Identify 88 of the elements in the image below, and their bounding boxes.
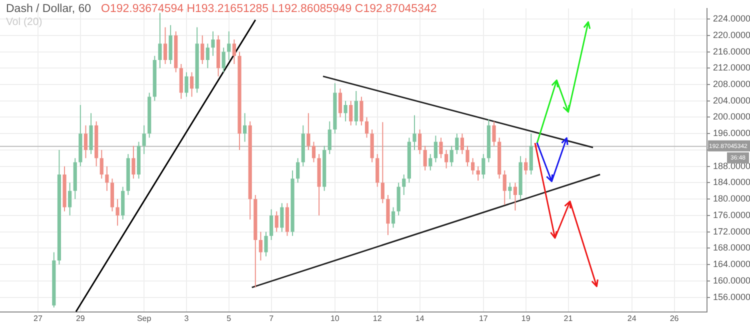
candlestick (328, 120, 332, 155)
candlestick (270, 208, 274, 240)
y-tick-label: 156.0000 (713, 292, 750, 302)
candlestick (466, 145, 470, 167)
candlestick (312, 141, 316, 163)
candlestick (423, 145, 427, 171)
y-tick-label: 180.0000 (713, 194, 750, 204)
chart-subtitle: O192.93674594 H193.21651285 L192.86085949 C192.87045342 (101, 3, 437, 15)
candlestick (222, 47, 226, 73)
candlestick (200, 34, 204, 65)
x-tick-label: 19 (521, 314, 531, 324)
x-tick-label: 3 (184, 314, 190, 324)
candlestick (402, 174, 406, 196)
candlestick (360, 96, 364, 126)
candlestick (354, 90, 358, 126)
candlestick (380, 122, 384, 204)
candlestick (391, 206, 396, 228)
candlestick (434, 135, 438, 163)
candlestick (306, 112, 310, 150)
y-tick-label: 200.0000 (713, 112, 750, 122)
candlestick (492, 120, 496, 146)
chart-title: Dash / Dollar, 60 (6, 3, 92, 15)
x-tick-label: 17 (478, 314, 488, 324)
y-tick-label: 188.0000 (713, 160, 750, 171)
candlestick (232, 38, 236, 65)
candlestick (163, 26, 168, 65)
candlestick (264, 231, 268, 257)
candlestick (418, 129, 422, 155)
x-tick-label: 29 (76, 314, 86, 324)
candlestick (439, 137, 443, 159)
candlestick (338, 88, 342, 118)
x-tick-label: 26 (670, 314, 680, 324)
candlestick (460, 133, 464, 155)
x-tick-label: 27 (34, 314, 43, 324)
x-tick-label: 5 (226, 314, 232, 324)
candlestick (524, 158, 528, 176)
candlestick (100, 149, 104, 180)
y-tick-label: 212.0000 (713, 62, 750, 73)
y-tick-label: 164.0000 (713, 259, 750, 270)
y-tick-label: 176.0000 (713, 210, 750, 220)
candlestick (142, 124, 146, 155)
candlestick (508, 182, 512, 200)
candlestick (471, 158, 475, 176)
x-tick-label: 7 (269, 314, 274, 324)
candlestick (116, 198, 120, 226)
y-tick-label: 184.0000 (713, 177, 750, 188)
x-tick-label: 12 (372, 314, 382, 324)
x-tick-label: 24 (627, 314, 637, 324)
x-tick-label: 21 (564, 314, 574, 324)
candlestick (482, 154, 486, 180)
candlestick (68, 182, 72, 216)
candlestick (513, 182, 518, 212)
candlestick (227, 30, 231, 60)
candlestick (84, 124, 88, 159)
candlestick (349, 100, 353, 126)
candlestick (502, 170, 506, 206)
candlestick (184, 72, 188, 98)
y-tick-label: 172.0000 (713, 226, 750, 236)
candlestick (274, 210, 278, 232)
y-tick-label: 224.0000 (713, 14, 750, 24)
candlestick (364, 116, 369, 138)
x-tick-label: Sep (136, 314, 152, 324)
candlestick (132, 145, 136, 180)
x-tick-label: 10 (330, 314, 340, 324)
y-tick-label: 216.0000 (713, 46, 750, 56)
candlestick (243, 112, 247, 142)
y-tick-label: 208.0000 (713, 78, 750, 89)
candlestick (258, 231, 263, 261)
y-tick-label: 160.0000 (713, 275, 750, 286)
candlestick (455, 133, 459, 155)
y-tick-label: 220.0000 (713, 30, 750, 40)
y-tick-label: 204.0000 (713, 95, 750, 106)
candlestick (428, 154, 432, 171)
candlestick (211, 30, 215, 56)
x-tick-label: 14 (415, 314, 425, 324)
candlestick (296, 158, 300, 184)
candlestick (190, 72, 194, 98)
candlestick (206, 43, 210, 69)
candlestick (280, 202, 284, 232)
candlestick (158, 12, 162, 69)
candlestick (344, 100, 348, 122)
y-tick-label: 196.0000 (713, 128, 750, 138)
candlestick (476, 166, 480, 182)
candlestick (105, 166, 109, 192)
y-tick-label: 168.0000 (713, 242, 750, 253)
candlestick (444, 149, 448, 169)
candlestick (412, 114, 416, 150)
candlestick (450, 145, 454, 167)
